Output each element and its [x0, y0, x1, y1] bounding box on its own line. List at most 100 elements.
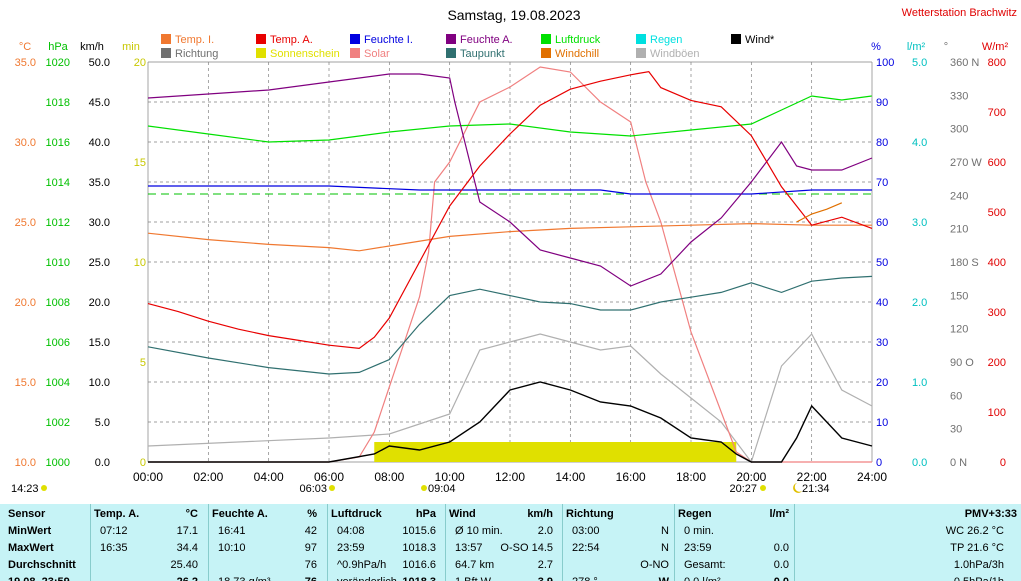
legend-label: Taupunkt	[460, 48, 505, 60]
tick-label-time: 04:00	[254, 470, 284, 484]
stats-time: 0.0 l/m²	[684, 575, 721, 581]
tick-label-direction: 330	[950, 90, 968, 102]
right-axis-unit: W/m²	[982, 41, 1009, 53]
stats-value: 1.0hPa/3h	[953, 559, 1004, 571]
stats-value: 25.40	[170, 559, 198, 571]
tick-label-hpa: 1020	[46, 57, 70, 69]
stats-column-divider	[794, 504, 795, 581]
stats-time: 13:57	[455, 542, 483, 554]
tick-label-min: 20	[134, 57, 146, 69]
stats-column-divider	[674, 504, 675, 581]
legend-swatch	[256, 34, 266, 44]
stats-value: N	[661, 542, 669, 554]
tick-label-rain: 3.0	[912, 217, 927, 229]
tick-label-time: 06:00	[314, 470, 344, 484]
legend-label: Feuchte A.	[460, 34, 513, 46]
tick-label-direction: 60	[950, 390, 962, 402]
axis-units: °C hPa km/h min% l/m² ° W/m²	[19, 41, 1009, 53]
tick-label-hpa: 1000	[46, 457, 70, 469]
tick-label-temp: 10.0	[15, 457, 36, 469]
sunrise-icon	[329, 485, 335, 491]
left-axis-unit: °C	[19, 41, 31, 53]
tick-label-direction: 240	[950, 190, 968, 202]
stats-value: 1018.3	[402, 575, 436, 581]
stats-time: 23:59	[337, 542, 365, 554]
stats-value: 0.0	[773, 542, 789, 554]
stats-time: 16:41	[218, 525, 246, 537]
marker-moon: 21:34	[802, 483, 830, 495]
tick-label-wm2: 800	[988, 57, 1006, 69]
tick-label-temp: 25.0	[15, 217, 36, 229]
tick-label-min: 15	[134, 157, 146, 169]
right-axis-unit: °	[944, 41, 948, 53]
legend-label: Temp. A.	[270, 34, 313, 46]
tick-label-pct: 30	[876, 337, 888, 349]
sunset-icon	[760, 485, 766, 491]
tick-label-wm2: 300	[988, 307, 1006, 319]
stats-value: 2.0	[537, 525, 553, 537]
marker-sunrise: 06:03	[299, 483, 327, 495]
stats-value: O-SO 14.5	[500, 542, 553, 554]
series-temp-i	[147, 222, 872, 252]
series-feuchte-i	[148, 185, 872, 195]
grid	[147, 61, 873, 463]
tick-label-rain: 4.0	[912, 137, 927, 149]
legend-swatch	[636, 48, 646, 58]
weather-chart: Samstag, 19.08.2023 Wetterstation Brachw…	[11, 7, 1017, 495]
stats-header: Wind	[449, 508, 476, 520]
tick-label-temp: 15.0	[15, 377, 36, 389]
tick-label-min: 10	[134, 257, 146, 269]
chart-series	[147, 66, 873, 464]
legend-swatch	[541, 34, 551, 44]
tick-label-direction: 150	[950, 290, 968, 302]
marker-sunset: 20:27	[729, 483, 757, 495]
stats-unit: °C	[185, 508, 198, 520]
stats-value: 0.0	[773, 559, 789, 571]
stats-time: 64.7 km	[455, 559, 495, 571]
stats-time: 16:35	[100, 542, 128, 554]
stats-header: Temp. A.	[94, 508, 140, 520]
stats-column-divider	[562, 504, 563, 581]
tick-label-wm2: 0	[1000, 457, 1006, 469]
tick-label-kmh: 50.0	[89, 57, 110, 69]
tick-label-time: 16:00	[616, 470, 646, 484]
stats-unit: km/h	[527, 508, 553, 520]
stats-column-divider	[445, 504, 446, 581]
series-temp-a	[147, 70, 873, 350]
stats-time: 04:08	[337, 525, 365, 537]
tick-label-hpa: 1006	[46, 337, 70, 349]
stats-unit: l/m²	[769, 508, 789, 520]
stats-header: Regen	[678, 508, 712, 520]
stats-header: Feuchte A.	[212, 508, 268, 520]
stats-time: 10:10	[218, 542, 246, 554]
stats-value: N	[661, 525, 669, 537]
tick-label-direction: 0 N	[950, 457, 967, 469]
stats-value: 76	[304, 559, 317, 571]
stats-value: 17.1	[176, 525, 198, 537]
tick-label-pct: 50	[876, 257, 888, 269]
tick-label-time: 20:00	[736, 470, 766, 484]
stats-time: 18.73 g/m³	[218, 575, 271, 581]
tick-label-hpa: 1004	[46, 377, 70, 389]
stats-value: 76	[305, 575, 317, 581]
tick-label-pct: 10	[876, 417, 888, 429]
stats-row-label: 19.08. 23:59	[8, 575, 70, 581]
tick-label-kmh: 20.0	[89, 297, 110, 309]
tick-label-kmh: 25.0	[89, 257, 110, 269]
stats-time: 22:54	[572, 542, 600, 554]
stats-value: 0.5hPa/1h	[954, 575, 1004, 581]
stats-value: O-NO	[640, 559, 669, 571]
tick-label-min: 5	[140, 357, 146, 369]
noon-sun-icon	[421, 485, 427, 491]
series-wind	[148, 381, 873, 463]
tick-label-min: 0	[140, 457, 146, 469]
tick-label-direction: 210	[950, 224, 968, 236]
stats-time: 278 °	[572, 575, 598, 581]
tick-label-direction: 90 O	[950, 357, 974, 369]
tick-label-time: 08:00	[374, 470, 404, 484]
stats-value: 42	[304, 525, 317, 537]
tick-label-direction: 300	[950, 124, 968, 136]
stats-value: WC 26.2 °C	[945, 525, 1004, 537]
tick-label-hpa: 1014	[46, 177, 70, 189]
tick-label-kmh: 10.0	[89, 377, 110, 389]
